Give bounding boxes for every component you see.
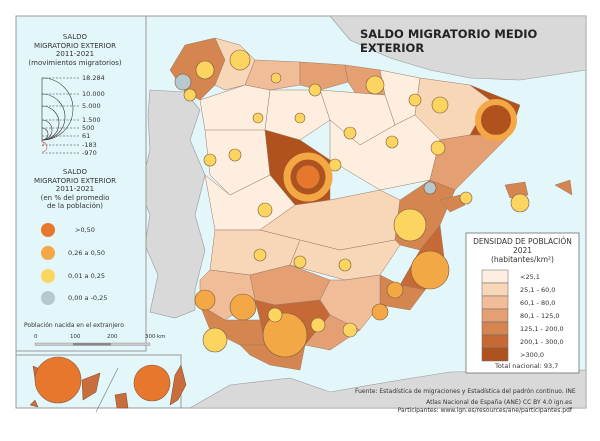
abs-legend-value: 1.500 <box>82 116 101 124</box>
province-circle <box>385 135 399 149</box>
canary-islands <box>29 356 187 413</box>
map-title: SALDO MIGRATORIO MEDIO EXTERIOR <box>360 27 538 55</box>
province-circle <box>365 75 385 95</box>
province-circle <box>423 181 437 195</box>
density-class-label: <25,1 <box>520 273 540 281</box>
abs-legend-title: SALDO MIGRATORIO EXTERIOR 2011-2021 (movim… <box>28 33 122 67</box>
province-circle <box>371 303 389 321</box>
density-total: Total nacional: 93,7 <box>495 362 559 370</box>
density-legend-title: DENSIDAD DE POBLACIÓN 2021 (habitantes/km… <box>473 237 572 264</box>
scale-unit: km <box>157 334 166 340</box>
province-circle <box>431 96 449 114</box>
relative-legend-swatches <box>41 223 55 305</box>
province-circle <box>195 60 215 80</box>
foreign-born-label: Población nacida en el extranjero <box>24 322 124 329</box>
province <box>429 134 511 191</box>
province-circle <box>229 49 251 71</box>
credit-text: Atlas Nacional de España (ANE) CC BY 4.0… <box>426 399 572 406</box>
province <box>299 61 349 91</box>
density-swatch <box>481 282 509 297</box>
province-circle <box>459 191 473 205</box>
province-circle <box>430 140 446 156</box>
rel-class-label: >0,50 <box>75 226 95 234</box>
province-circle <box>174 73 192 91</box>
province-circle <box>203 153 217 167</box>
province-circle <box>194 289 216 311</box>
scale-tick: 0 <box>34 334 38 340</box>
density-class-label: 60,1 - 80,0 <box>520 299 556 307</box>
scale-bar <box>34 342 151 346</box>
abs-legend-value: 61 <box>82 132 91 140</box>
density-swatch <box>481 321 509 336</box>
province-circle <box>294 112 306 124</box>
province-circle <box>270 72 282 84</box>
abs-legend-value: 500 <box>82 124 95 132</box>
province-circle <box>229 293 257 321</box>
province-circle <box>342 322 358 338</box>
madrid-ring <box>283 152 333 202</box>
province-circle <box>262 312 308 358</box>
circle-las-palmas <box>133 364 171 402</box>
province-circle <box>510 193 530 213</box>
province-circle <box>410 250 450 290</box>
density-swatch <box>481 308 509 323</box>
france <box>329 15 587 81</box>
circle-santa-cruz <box>34 356 82 404</box>
rel-class-label: 0,00 a -0,25 <box>68 294 108 302</box>
province-circle <box>408 93 422 107</box>
density-class-label: >300,0 <box>520 351 545 359</box>
density-class-label: 200,1 - 300,0 <box>520 338 564 346</box>
africa <box>188 369 587 409</box>
abs-legend-value: 5.000 <box>82 102 101 110</box>
rel-class-label: 0,01 a 0,25 <box>68 272 106 280</box>
province-circle <box>252 112 264 124</box>
province-circle <box>228 148 242 162</box>
density-swatch <box>481 269 509 284</box>
province-circle <box>253 248 267 262</box>
scale-tick: 300 <box>145 334 156 340</box>
rel-legend-title: SALDO MIGRATORIO EXTERIOR 2011-2021 (en % … <box>34 168 116 210</box>
density-class-label: 80,1 - 125,0 <box>520 312 560 320</box>
province-circle <box>293 255 307 269</box>
province-circle <box>386 281 404 299</box>
source-text: Fuente: Estadística de migraciones y Est… <box>355 388 576 395</box>
proportional-circle-legend <box>41 77 80 154</box>
province <box>439 179 573 213</box>
province-circle <box>202 327 228 353</box>
density-swatch <box>481 347 509 362</box>
density-class-label: 25,1 - 60,0 <box>520 286 556 294</box>
province-circle <box>310 317 326 333</box>
province-circle <box>338 258 352 272</box>
province-circles <box>174 49 530 358</box>
abs-legend-value: 10.000 <box>82 90 105 98</box>
province-circle <box>343 126 357 140</box>
province-circle <box>393 208 427 242</box>
inset-separator <box>95 367 119 413</box>
abs-legend-value: -183 <box>82 141 97 149</box>
abs-legend-value: -970 <box>82 149 97 157</box>
density-swatches <box>481 269 509 362</box>
barcelona-ring <box>475 99 517 141</box>
scale-tick: 100 <box>70 334 81 340</box>
legend-panel <box>15 15 147 352</box>
density-swatch <box>481 295 509 310</box>
province-circle <box>308 83 322 97</box>
rel-class-label: 0,26 a 0,50 <box>68 249 106 257</box>
province-circle <box>267 307 283 323</box>
participants-text: Participantes: www.ign.es/resources/ane/… <box>397 407 572 414</box>
density-swatch <box>481 334 509 349</box>
density-class-label: 125,1 - 200,0 <box>520 325 564 333</box>
abs-legend-value: 18.284 <box>82 74 105 82</box>
scale-tick: 200 <box>107 334 118 340</box>
province-circle <box>183 88 197 102</box>
province-circle <box>295 164 321 190</box>
province-circle <box>257 202 273 218</box>
